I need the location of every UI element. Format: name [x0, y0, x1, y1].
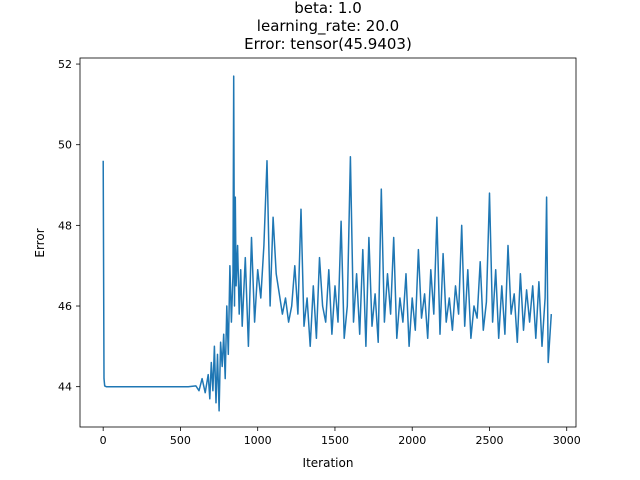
y-tick-label: 48 [58, 219, 72, 232]
x-tick-label: 3000 [553, 434, 581, 447]
chart-title-line-2: learning_rate: 20.0 [257, 17, 399, 36]
y-tick-label: 50 [58, 139, 72, 152]
axis-ticks: 0 500 1000 1500 2000 2500 3000 44 46 48 50 52 [58, 58, 581, 447]
chart-title-line-3: Error: tensor(45.9403) [244, 35, 412, 53]
x-axis-label: Iteration [303, 456, 354, 470]
chart-title-line-1: beta: 1.0 [294, 0, 362, 17]
y-tick-label: 44 [58, 381, 72, 394]
x-tick-label: 2500 [475, 434, 503, 447]
x-tick-label: 500 [170, 434, 191, 447]
error-series-line [102, 75, 553, 412]
x-tick-label: 1500 [321, 434, 349, 447]
plot-area-frame [79, 57, 577, 428]
y-tick-label: 46 [58, 300, 72, 313]
x-tick-label: 2000 [398, 434, 426, 447]
x-tick-label: 0 [100, 434, 107, 447]
y-tick-label: 52 [58, 58, 72, 71]
y-axis-label: Error [33, 228, 47, 257]
x-tick-label: 1000 [244, 434, 272, 447]
